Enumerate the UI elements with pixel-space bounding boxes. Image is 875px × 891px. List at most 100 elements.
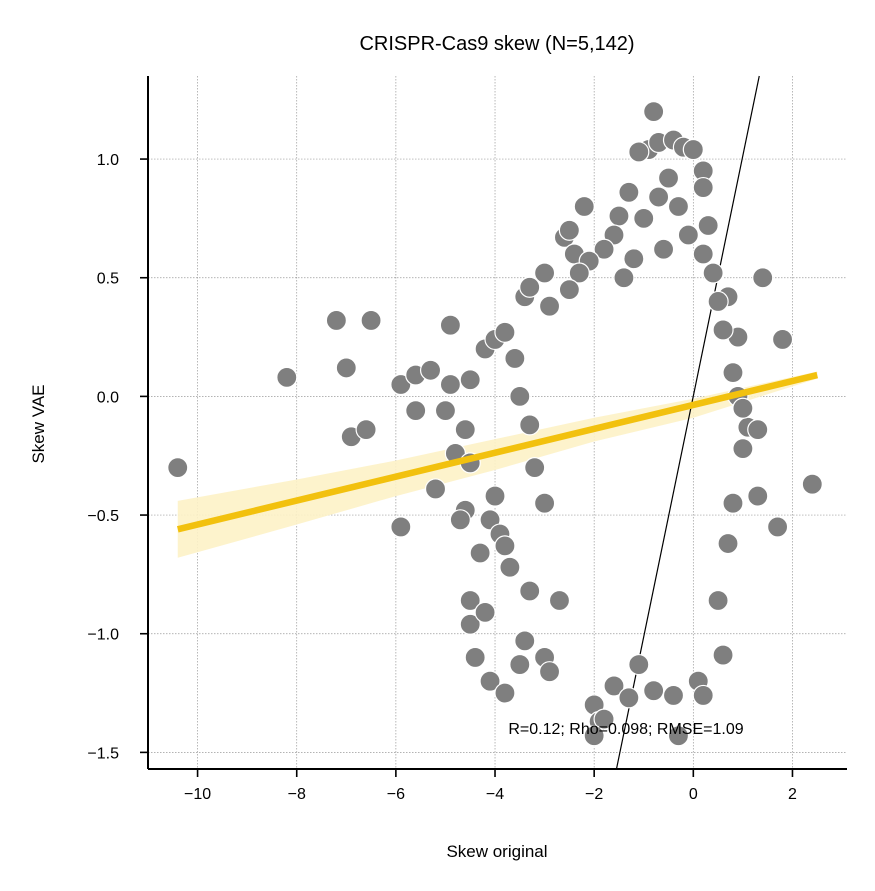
ticks: −10 −8 −6 −4 −2 0 2 −1.5 −1.0 −0.5 0.0 0.5 1.0 — [87, 152, 797, 803]
data-point — [335, 357, 357, 379]
regression-line — [176, 371, 819, 533]
y-tick-label: 0.0 — [97, 389, 119, 406]
data-point — [747, 485, 769, 507]
x-axis-label: Skew original — [446, 842, 547, 861]
x-tick-label: −4 — [486, 786, 504, 803]
x-tick-label: −8 — [288, 786, 306, 803]
data-point — [558, 219, 580, 241]
data-point — [479, 670, 501, 692]
data-point — [167, 456, 189, 479]
data-point — [548, 589, 571, 612]
data-point — [469, 542, 491, 564]
data-point — [533, 262, 556, 284]
data-point — [439, 314, 462, 336]
confidence-band-area — [177, 371, 818, 558]
data-point — [623, 248, 645, 270]
data-point — [355, 419, 377, 441]
data-point — [390, 516, 412, 538]
y-tick-label: 1.0 — [97, 152, 119, 169]
data-point — [325, 309, 347, 332]
y-axis-label: Skew VAE — [29, 384, 48, 463]
data-point — [747, 419, 769, 441]
data-point — [533, 492, 556, 514]
data-point — [643, 100, 665, 123]
data-point — [593, 708, 615, 730]
data-point — [692, 243, 714, 265]
data-point — [276, 366, 298, 389]
data-point — [519, 414, 541, 436]
data-point — [464, 646, 486, 669]
data-point — [702, 262, 724, 284]
x-tick-label: −10 — [184, 786, 211, 803]
data-point — [494, 535, 516, 557]
data-point — [667, 195, 690, 218]
data-point — [722, 362, 744, 384]
data-points — [167, 100, 823, 747]
data-point — [504, 347, 526, 370]
data-point — [454, 419, 476, 441]
data-point — [558, 278, 580, 301]
data-point — [712, 319, 734, 341]
data-point — [752, 267, 774, 289]
data-point — [509, 653, 531, 676]
data-point — [360, 309, 382, 332]
data-point — [628, 653, 650, 676]
data-point — [771, 328, 794, 351]
data-point — [419, 359, 442, 381]
data-point — [613, 267, 635, 289]
data-point — [484, 485, 506, 507]
data-point — [459, 369, 481, 391]
y-tick-label: −0.5 — [87, 508, 119, 525]
data-point — [603, 675, 625, 697]
data-point — [707, 589, 729, 612]
data-point — [801, 473, 823, 495]
data-point — [573, 195, 595, 218]
axes — [147, 76, 847, 770]
x-tick-label: −6 — [387, 786, 405, 803]
data-point — [618, 181, 640, 203]
data-point — [766, 516, 789, 538]
identity-line — [615, 75, 760, 770]
data-point — [608, 205, 630, 227]
data-point — [424, 478, 447, 500]
regression-line-path — [176, 371, 819, 533]
data-point — [390, 373, 412, 396]
data-point — [692, 176, 714, 199]
data-point — [633, 207, 655, 229]
data-point — [494, 682, 516, 704]
data-point — [514, 630, 536, 652]
confidence-band — [177, 371, 818, 558]
data-point — [643, 680, 665, 702]
data-point — [707, 290, 729, 313]
data-point — [538, 661, 561, 683]
data-point — [519, 276, 541, 298]
data-point — [732, 438, 754, 460]
data-point — [568, 262, 590, 284]
y-tick-label: −1.0 — [87, 627, 119, 644]
data-point — [538, 295, 561, 317]
data-point — [682, 138, 704, 161]
data-point — [405, 400, 427, 422]
data-point — [449, 509, 471, 531]
data-point — [474, 601, 496, 623]
data-point — [494, 321, 516, 343]
data-point — [667, 725, 690, 747]
data-point — [593, 238, 615, 260]
data-point — [662, 684, 685, 707]
data-point — [648, 186, 670, 208]
y-tick-label: −1.5 — [87, 745, 119, 762]
data-point — [439, 373, 462, 396]
data-point — [697, 214, 719, 237]
data-point — [628, 141, 650, 163]
data-point — [692, 684, 714, 707]
identity-line-path — [615, 75, 760, 770]
data-point — [618, 687, 640, 709]
data-point — [519, 580, 541, 602]
data-point — [499, 556, 521, 578]
x-tick-label: −2 — [585, 786, 603, 803]
data-point — [459, 613, 481, 635]
data-point — [712, 644, 734, 666]
chart-title: CRISPR-Cas9 skew (N=5,142) — [359, 33, 634, 55]
x-tick-label: 2 — [788, 786, 797, 803]
